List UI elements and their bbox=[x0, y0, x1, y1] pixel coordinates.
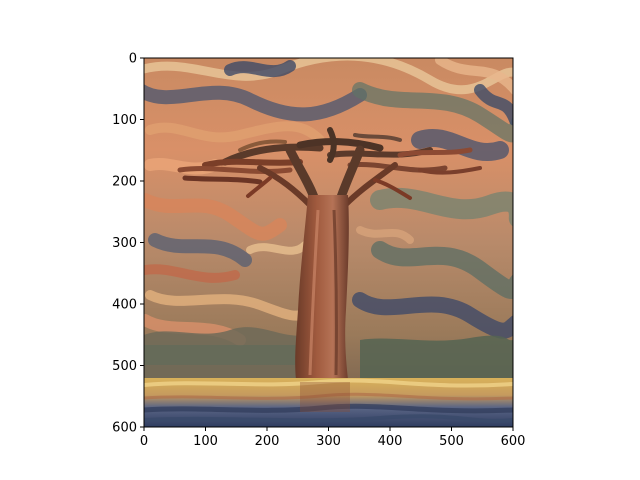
sky-swirls bbox=[144, 58, 513, 346]
y-tick-label: 200 bbox=[112, 175, 137, 190]
x-tick-label: 0 bbox=[140, 434, 148, 449]
x-tick-label: 200 bbox=[255, 434, 280, 449]
x-tick-label: 100 bbox=[193, 434, 218, 449]
y-tick-label: 400 bbox=[112, 298, 137, 313]
x-tick-label: 600 bbox=[501, 434, 526, 449]
y-axis: 0 100 200 300 400 500 600 bbox=[112, 52, 144, 436]
water-reflection bbox=[144, 378, 513, 427]
y-tick-label: 500 bbox=[112, 359, 137, 374]
stylized-baobab-painting bbox=[144, 58, 513, 427]
x-tick-label: 400 bbox=[378, 434, 403, 449]
y-tick-label: 0 bbox=[129, 52, 137, 67]
horizon-vegetation bbox=[144, 327, 513, 385]
x-axis: 0 100 200 300 400 500 600 bbox=[140, 427, 526, 449]
x-tick-label: 500 bbox=[439, 434, 464, 449]
y-tick-label: 100 bbox=[112, 113, 137, 128]
x-tick-label: 300 bbox=[316, 434, 341, 449]
y-tick-label: 600 bbox=[112, 421, 137, 436]
y-tick-label: 300 bbox=[112, 236, 137, 251]
